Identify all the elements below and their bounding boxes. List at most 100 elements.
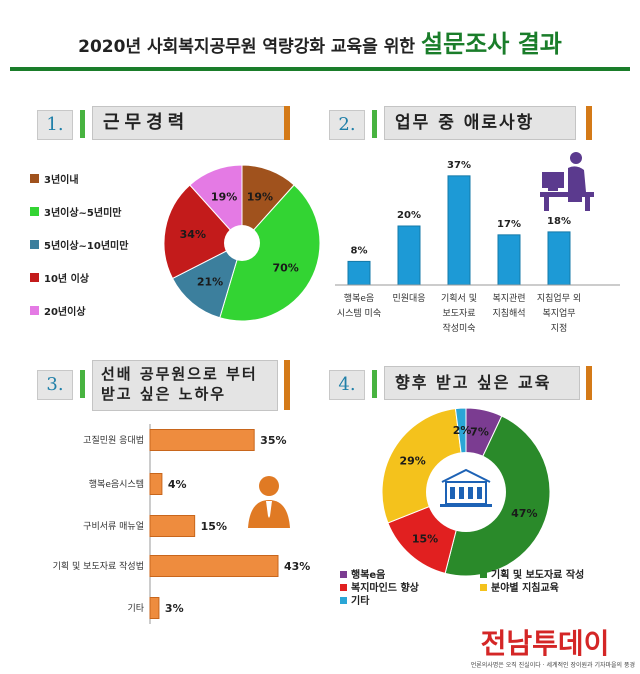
building-pillar <box>459 487 464 499</box>
legend-swatch <box>480 584 487 591</box>
x-tick-label: 복지관련 <box>492 293 525 304</box>
y-tick-label: 기획 및 보도자료 작성법 <box>53 560 144 572</box>
section-3-title: 선배 공무원으로 부터 받고 싶은 노하우 <box>92 360 278 411</box>
bar-value-label: 37% <box>447 160 471 171</box>
slice-label: 47% <box>511 507 537 520</box>
building-pillar <box>468 487 473 499</box>
building-icon <box>440 468 492 507</box>
legend-label: 3년이상~5년미만 <box>44 206 122 219</box>
section-2-number: 2. <box>329 110 365 140</box>
slice-label: 7% <box>470 425 489 438</box>
person-icon <box>240 470 298 532</box>
bar <box>149 597 160 619</box>
section-4-title: 향후 받고 싶은 교육 <box>384 366 580 400</box>
x-tick-label: 지정 <box>551 323 568 334</box>
section-2-title: 업무 중 애로사항 <box>384 106 576 140</box>
legend-label: 복지마인드 향상 <box>351 581 420 594</box>
slice-label: 19% <box>211 190 237 203</box>
section-2-accent-right <box>586 106 592 140</box>
slice-label: 21% <box>197 275 223 288</box>
bar-value-label: 18% <box>547 216 571 227</box>
legend-label: 5년이상~10년미만 <box>44 239 129 252</box>
slice-label: 19% <box>247 190 273 203</box>
bar <box>347 260 371 286</box>
section-4-accent-right <box>586 366 592 400</box>
y-tick-label: 행복e음시스템 <box>89 478 144 490</box>
legend-swatch <box>30 306 39 315</box>
pie-slice <box>219 184 321 322</box>
office-worker-icon <box>540 152 594 211</box>
section-1-accent <box>80 110 85 138</box>
x-tick-label: 민원대응 <box>392 293 425 304</box>
section-4-number: 4. <box>329 370 365 400</box>
slice-label: 15% <box>412 533 438 546</box>
bar-value-label: 15% <box>201 520 227 533</box>
x-tick-label: 작성미숙 <box>442 323 475 334</box>
legend-label: 3년이내 <box>44 173 79 186</box>
building-pillar <box>477 487 482 499</box>
page-title: 2020년 사회복지공무원 역량강화 교육을 위한 설문조사 결과 <box>0 24 640 59</box>
x-tick-label: 시스템 미숙 <box>337 307 381 319</box>
bar-value-label: 8% <box>351 245 368 256</box>
x-tick-label: 기획서 및 <box>441 292 477 304</box>
legend-label: 기타 <box>351 594 370 607</box>
bar-value-label: 17% <box>497 219 521 230</box>
chart-work-experience: 3년이내 3년이상~5년미만 5년이상~10년미만 10년 이상 20년이상 19% 70%… <box>30 164 321 322</box>
section-3-title-line2: 받고 싶은 노하우 <box>101 385 227 403</box>
donut-hole <box>426 452 506 532</box>
brand-logo-text: 전남투데이 <box>480 627 610 660</box>
bar-value-label: 35% <box>260 434 286 447</box>
bar-value-label: 4% <box>168 478 187 491</box>
pie-slice <box>189 164 243 245</box>
slice-label: 34% <box>180 228 206 241</box>
title-main: 2020년 사회복지공무원 역량강화 교육을 위한 <box>78 37 416 57</box>
legend-swatch <box>30 240 39 249</box>
legend-label: 10년 이상 <box>44 272 90 285</box>
section-3-accent-right <box>284 360 290 410</box>
x-tick-label: 지침업무 외 <box>537 292 581 304</box>
y-tick-label: 고질민원 응대법 <box>83 434 144 446</box>
slice-label: 2% <box>453 424 472 437</box>
bar <box>547 231 571 286</box>
x-tick-label: 행복e음 <box>344 292 374 304</box>
bar <box>149 555 279 577</box>
x-tick-label: 복지업무 <box>542 308 575 319</box>
slice-label: 70% <box>272 261 298 274</box>
bar-value-label: 43% <box>284 560 310 573</box>
legend-swatch <box>340 584 347 591</box>
legend-swatch <box>30 207 39 216</box>
pie-slice <box>163 184 243 280</box>
y-tick-label: 기타 <box>127 603 144 614</box>
section-1-title: 근무경력 <box>92 106 286 140</box>
legend-label: 행복e음 <box>351 568 385 581</box>
legend-swatch <box>340 571 347 578</box>
legend-swatch <box>30 273 39 282</box>
legend-swatch <box>480 571 487 578</box>
section-3-number: 3. <box>37 370 73 400</box>
legend-label: 기획 및 보도자료 작성 <box>491 568 584 581</box>
x-tick-label: 지침해석 <box>492 308 525 319</box>
bar <box>397 225 421 286</box>
bar <box>447 175 471 286</box>
donut-hole <box>224 225 260 261</box>
title-rule <box>10 67 630 71</box>
bar-value-label: 20% <box>397 210 421 221</box>
bar <box>497 234 521 286</box>
bar <box>149 473 163 495</box>
slice-label: 29% <box>399 454 425 467</box>
building-roof <box>441 468 491 483</box>
chart-know-how: 고질민원 응대법 35% 행복e음시스템 4% 구비서류 매뉴얼 15% 기획 및 보도자료… <box>53 424 310 624</box>
section-3-title-line1: 선배 공무원으로 부터 <box>101 365 258 383</box>
y-tick-label: 구비서류 매뉴얼 <box>83 521 144 532</box>
legend-label: 분야별 지침교육 <box>491 581 559 594</box>
section-4-accent <box>372 370 377 398</box>
pie-slice <box>171 242 243 319</box>
legend-label: 20년이상 <box>44 305 86 318</box>
section-2-accent <box>372 110 377 138</box>
bar <box>149 515 196 537</box>
bar <box>149 429 255 451</box>
section-1-number: 1. <box>37 110 73 140</box>
section-3-accent <box>80 370 85 398</box>
building-pillar <box>450 487 455 499</box>
